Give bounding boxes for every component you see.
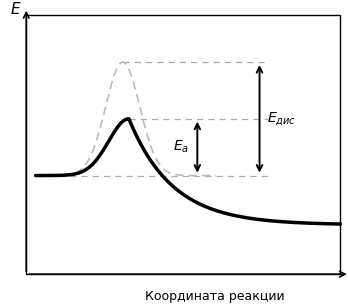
Text: $E_{\mathregular{дис}}$: $E_{\mathregular{дис}}$ [267,110,296,128]
Text: E: E [10,2,20,17]
Text: $E_{\mathregular{a}}$: $E_{\mathregular{a}}$ [173,139,190,155]
Text: Координата реакции: Координата реакции [145,290,284,303]
